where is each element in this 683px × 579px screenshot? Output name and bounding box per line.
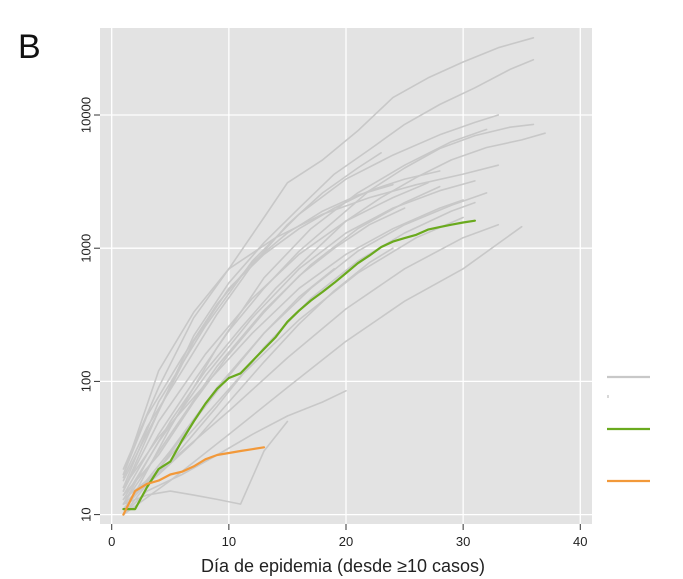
x-axis-ticks: 0 10 20 30 40 — [108, 524, 588, 549]
series-line-grey — [122, 152, 382, 479]
legend-dot — [607, 395, 609, 398]
series-line-grey — [122, 170, 441, 482]
series-lines — [122, 37, 546, 516]
series-line-green — [122, 219, 476, 511]
y-axis-ticks: 10 100 1000 10000 — [79, 97, 100, 522]
x-tick-label: 30 — [456, 534, 470, 549]
series-line-grey — [122, 207, 406, 496]
series-line-grey — [122, 58, 535, 492]
series-line-grey — [122, 390, 347, 516]
x-tick-label: 40 — [573, 534, 587, 549]
y-tick-label: 1000 — [79, 234, 94, 263]
series-line-grey — [122, 183, 394, 476]
x-tick-label: 0 — [108, 534, 115, 549]
series-line-grey — [122, 199, 464, 489]
series-line-grey — [122, 201, 476, 505]
series-line-grey — [122, 247, 394, 505]
series-line-grey — [122, 420, 289, 505]
series-line-grey — [122, 182, 429, 492]
x-tick-label: 20 — [339, 534, 353, 549]
x-axis-title: Día de epidemia (desde ≥10 casos) — [201, 556, 485, 576]
gridlines — [100, 28, 592, 524]
legend — [607, 375, 650, 483]
x-tick-label: 10 — [222, 534, 236, 549]
series-line-grey — [122, 132, 546, 505]
series-line-grey — [122, 37, 535, 476]
y-tick-label: 10 — [79, 507, 94, 521]
panel-label: B — [18, 28, 41, 66]
series-line-grey — [122, 223, 500, 501]
series-line-grey — [122, 123, 535, 496]
y-tick-label: 10000 — [79, 97, 94, 133]
series-line-grey — [122, 128, 488, 516]
y-tick-label: 100 — [79, 371, 94, 393]
series-line-orange — [122, 446, 266, 516]
